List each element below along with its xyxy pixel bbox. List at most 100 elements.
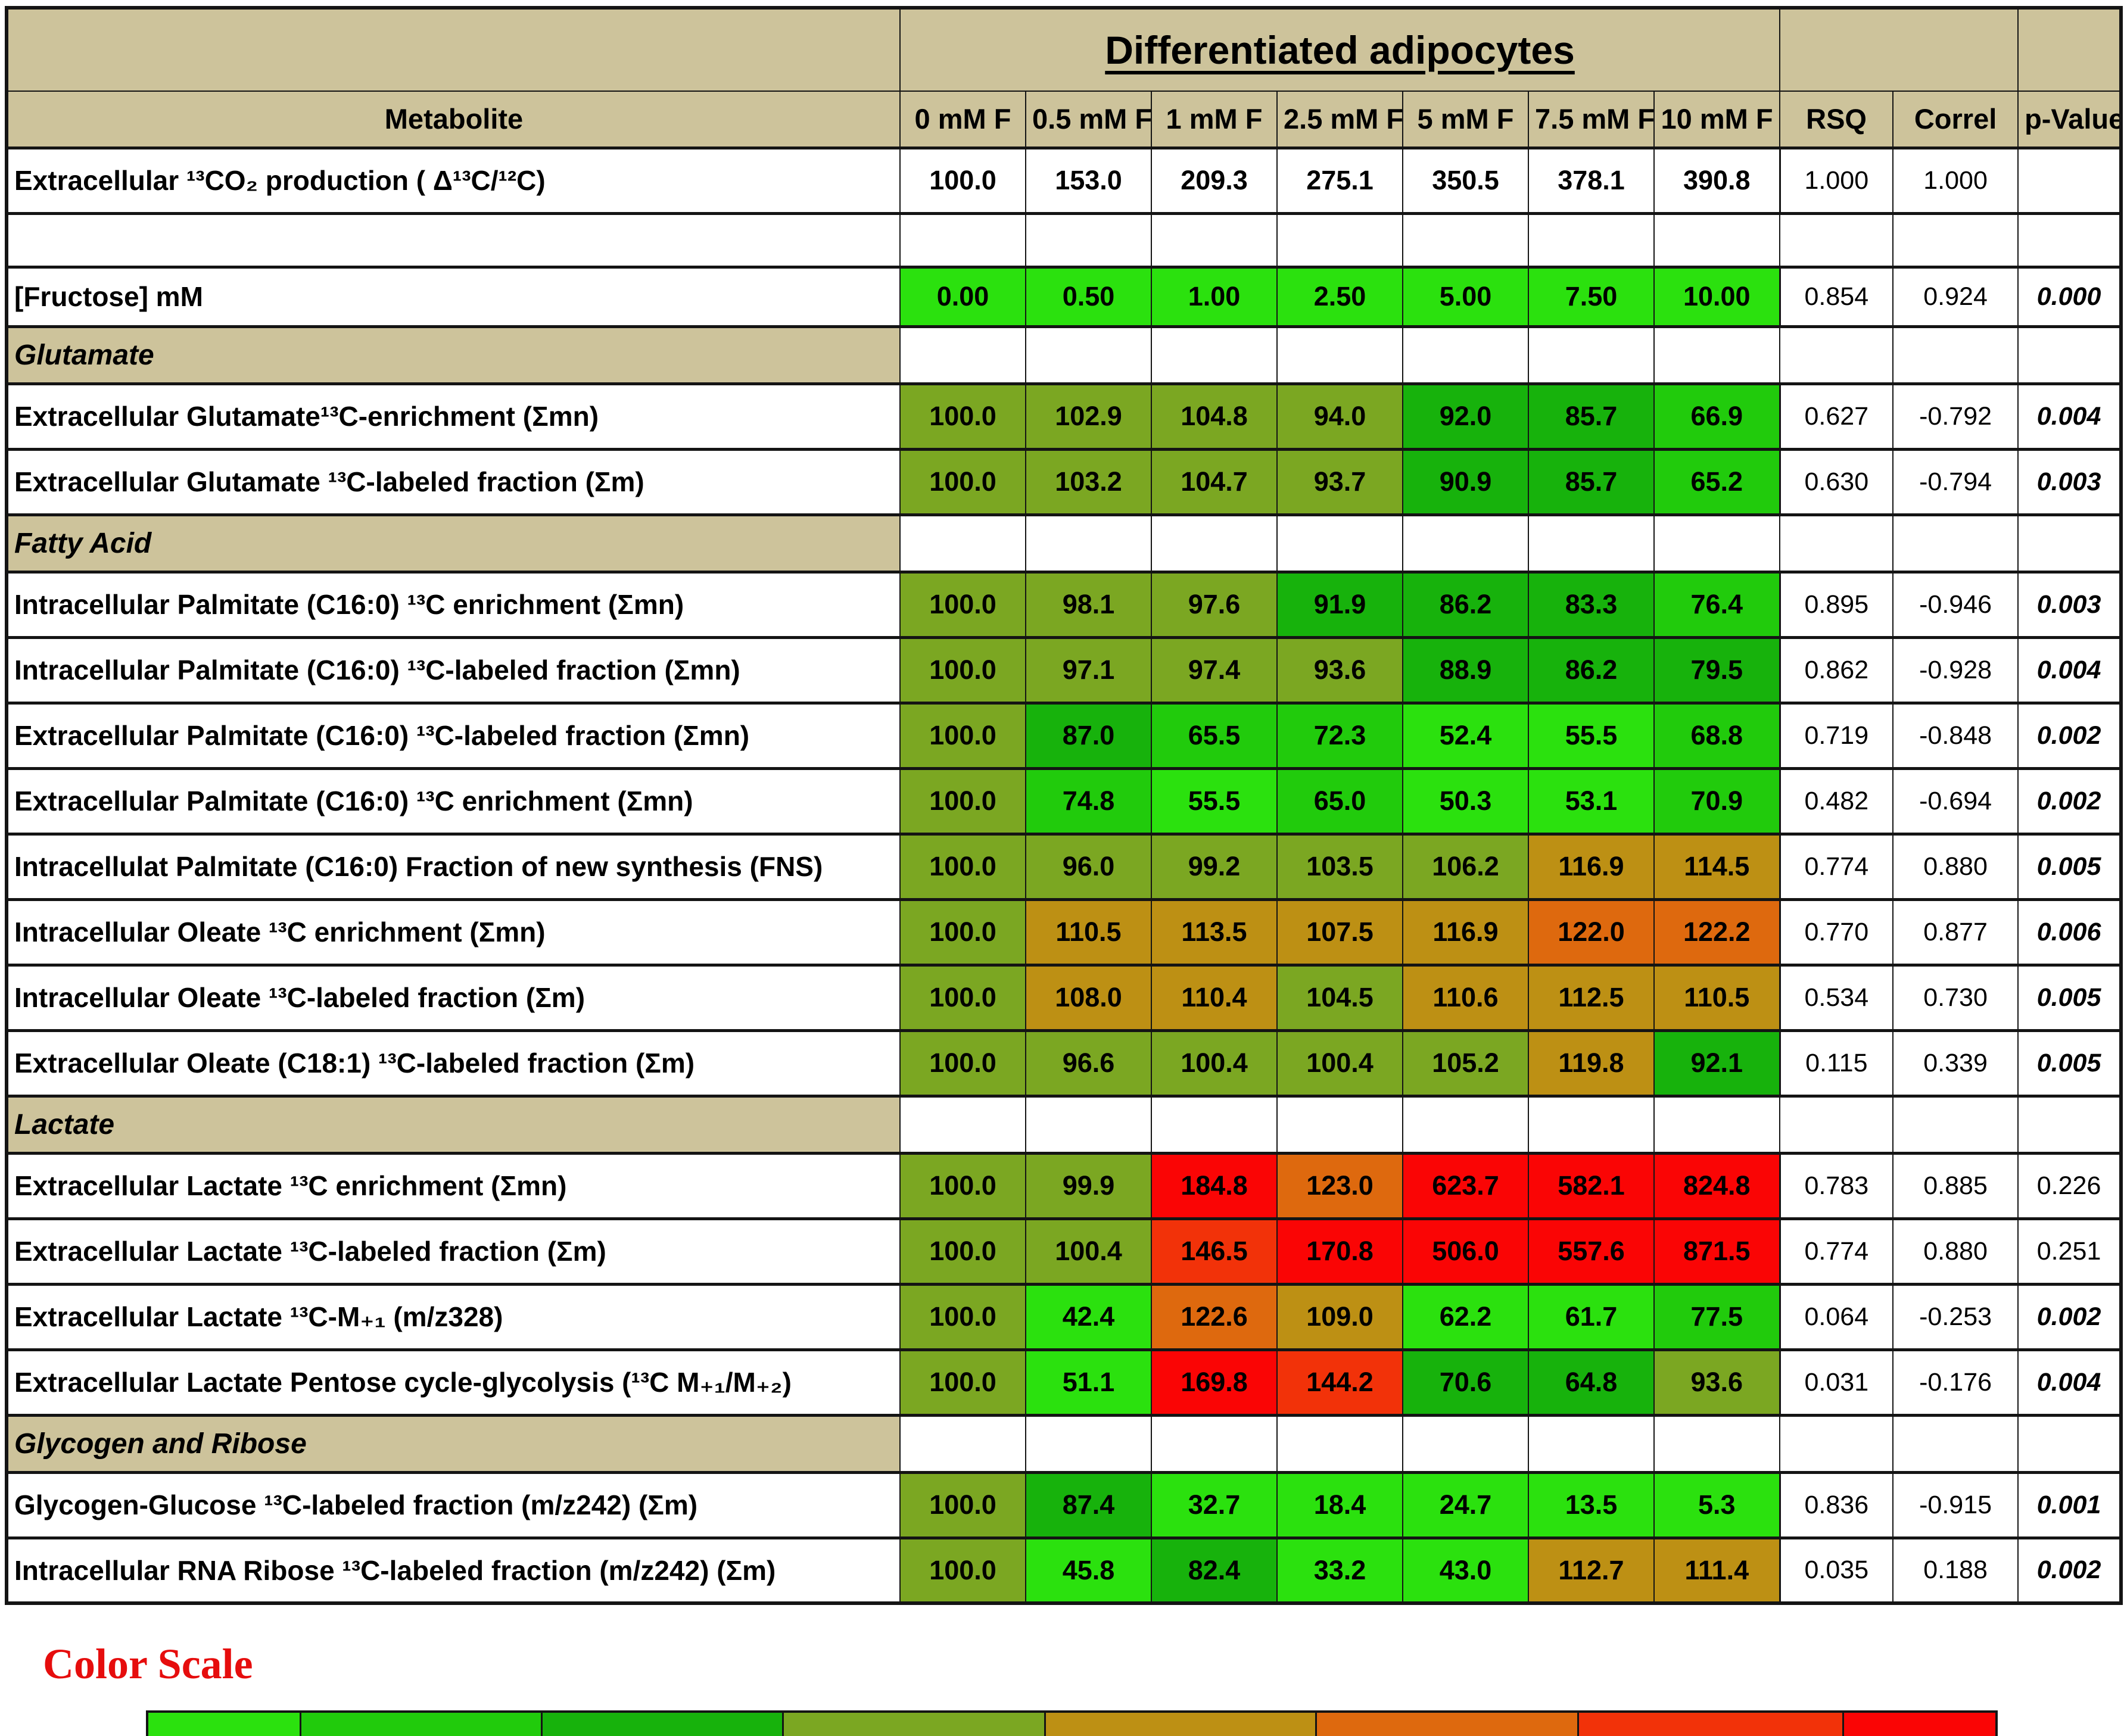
section-value-cell	[1528, 1413, 1655, 1474]
value-cell: 100.0	[899, 1536, 1026, 1605]
pvalue-cell: 0.251	[2017, 1217, 2122, 1286]
section-stat-cell	[1779, 513, 1894, 574]
table-row: Extracellular Lactate ¹³C-labeled fracti…	[6, 1217, 2122, 1286]
legend-value-cell: 140.0	[1577, 1710, 1844, 1736]
pvalue-cell: 0.003	[2017, 570, 2122, 639]
value-cell: 122.6	[1151, 1282, 1278, 1351]
rsq-cell: 0.774	[1779, 1217, 1894, 1286]
section-row: Glycogen and Ribose	[6, 1413, 2122, 1474]
value-cell: 79.5	[1653, 635, 1781, 705]
value-cell: 107.5	[1276, 897, 1403, 967]
metabolite-label: Extracellular Oleate (C18:1) ¹³C-labeled…	[6, 1028, 901, 1098]
rsq-cell: 0.064	[1779, 1282, 1894, 1351]
value-cell: 68.8	[1653, 701, 1781, 770]
pvalue-cell: 0.001	[2017, 1470, 2122, 1539]
value-cell: 50.3	[1402, 766, 1529, 836]
color-scale-title: Color Scale	[43, 1640, 253, 1688]
section-value-cell	[1276, 1094, 1403, 1155]
correl-cell: 0.730	[1892, 963, 2019, 1032]
table-row: Intracellulat Palmitate (C16:0) Fraction…	[6, 832, 2122, 901]
section-stat-cell	[2017, 1413, 2122, 1474]
value-cell: 100.0	[899, 382, 1026, 451]
section-value-cell	[1402, 513, 1529, 574]
value-cell: 52.4	[1402, 701, 1529, 770]
value-cell: 72.3	[1276, 701, 1403, 770]
section-stat-cell	[1779, 1094, 1894, 1155]
value-cell: 1.00	[1151, 265, 1278, 328]
legend-value-cell: 55.0	[146, 1710, 301, 1736]
group-header-row: Differentiated adipocytes	[6, 7, 2122, 92]
section-value-cell	[1025, 325, 1152, 385]
section-value-cell	[1151, 513, 1278, 574]
section-label: Glycogen and Ribose	[6, 1413, 901, 1474]
metabolite-label: Extracellular Palmitate (C16:0) ¹³C enri…	[6, 766, 901, 836]
column-header-0-mm-f: 0 mM F	[899, 91, 1026, 148]
rsq-cell: 0.854	[1779, 265, 1894, 328]
rsq-cell: 0.627	[1779, 382, 1894, 451]
value-cell: 103.2	[1025, 447, 1152, 516]
spacer-metabolite-cell	[6, 211, 901, 269]
value-cell: 557.6	[1528, 1217, 1655, 1286]
value-cell: 66.9	[1653, 382, 1781, 451]
value-cell: 97.4	[1151, 635, 1278, 705]
value-cell: 122.2	[1653, 897, 1781, 967]
section-value-cell	[1276, 1413, 1403, 1474]
value-cell: 32.7	[1151, 1470, 1278, 1539]
correl-cell: 0.880	[1892, 832, 2019, 901]
section-value-cell	[899, 513, 1026, 574]
correl-cell: 1.000	[1892, 146, 2019, 215]
legend-value-cell: 155.0	[1842, 1710, 1998, 1736]
section-value-cell	[1151, 325, 1278, 385]
spacer-stat-cell	[1779, 211, 1894, 269]
column-header-p-value: p-Value	[2017, 91, 2122, 148]
section-value-cell	[1653, 1094, 1781, 1155]
value-cell: 100.0	[899, 1151, 1026, 1220]
value-cell: 119.8	[1528, 1028, 1655, 1098]
correl-cell: -0.915	[1892, 1470, 2019, 1539]
value-cell: 93.6	[1653, 1348, 1781, 1417]
value-cell: 100.0	[899, 570, 1026, 639]
value-cell: 53.1	[1528, 766, 1655, 836]
metabolite-label: Intracellular RNA Ribose ¹³C-labeled fra…	[6, 1536, 901, 1605]
section-stat-cell	[2017, 325, 2122, 385]
value-cell: 184.8	[1151, 1151, 1278, 1220]
value-cell: 74.8	[1025, 766, 1152, 836]
section-stat-cell	[1892, 1094, 2019, 1155]
table-row: Extracellular Lactate ¹³C-M₊₁ (m/z328) 10…	[6, 1282, 2122, 1351]
value-cell: 114.5	[1653, 832, 1781, 901]
value-cell: 169.8	[1151, 1348, 1278, 1417]
correl-cell: 0.880	[1892, 1217, 2019, 1286]
metabolite-label: Extracellular Lactate ¹³C-labeled fracti…	[6, 1217, 901, 1286]
value-cell: 64.8	[1528, 1348, 1655, 1417]
value-cell: 100.0	[899, 963, 1026, 1032]
pvalue-cell: 0.005	[2017, 963, 2122, 1032]
value-cell: 86.2	[1402, 570, 1529, 639]
value-cell: 2.50	[1276, 265, 1403, 328]
column-header-0.5-mm-f: 0.5 mM F	[1025, 91, 1152, 148]
section-value-cell	[1025, 1413, 1152, 1474]
value-cell: 110.5	[1653, 963, 1781, 1032]
legend-value-cell: 95.0	[781, 1710, 1046, 1736]
section-value-cell	[1528, 1094, 1655, 1155]
value-cell: 106.2	[1402, 832, 1529, 901]
rsq-cell: 0.783	[1779, 1151, 1894, 1220]
table-row: Extracellular Palmitate (C16:0) ¹³C-labe…	[6, 701, 2122, 770]
value-cell: 100.0	[899, 701, 1026, 770]
table-row: Extracellular Palmitate (C16:0) ¹³C enri…	[6, 766, 2122, 836]
table-row: Intracellular Oleate ¹³C enrichment (Σmn…	[6, 897, 2122, 967]
metabolite-label: Intracellular Palmitate (C16:0) ¹³C-labe…	[6, 635, 901, 705]
rsq-cell: 0.630	[1779, 447, 1894, 516]
value-cell: 97.6	[1151, 570, 1278, 639]
value-cell: 33.2	[1276, 1536, 1403, 1605]
value-cell: 70.9	[1653, 766, 1781, 836]
column-header-rsq: RSQ	[1779, 91, 1894, 148]
column-header-2.5-mm-f: 2.5 mM F	[1276, 91, 1403, 148]
rsq-cell: 0.719	[1779, 701, 1894, 770]
metabolite-column-header: Metabolite	[6, 91, 901, 148]
column-header-7.5-mm-f: 7.5 mM F	[1528, 91, 1655, 148]
value-cell: 110.6	[1402, 963, 1529, 1032]
section-row: Lactate	[6, 1094, 2122, 1155]
rsq-cell: 0.534	[1779, 963, 1894, 1032]
column-header-correl: Correl	[1892, 91, 2019, 148]
pvalue-cell: 0.004	[2017, 382, 2122, 451]
